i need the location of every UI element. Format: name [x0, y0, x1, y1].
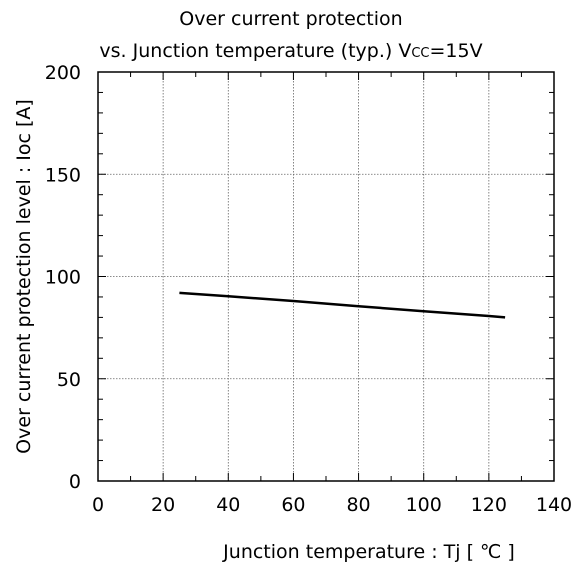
x-tick-label: 40 [216, 494, 240, 516]
x-tick-label: 0 [92, 494, 104, 516]
y-tick-label: 100 [45, 267, 81, 289]
x-tick-label: 140 [536, 494, 572, 516]
x-tick-label: 20 [151, 494, 175, 516]
chart-title: Over current protection [179, 8, 403, 30]
y-axis-label: Over current protection level : Ioc [A] [13, 99, 35, 454]
x-tick-label: 120 [471, 494, 507, 516]
chart-subtitle: vs. Junction temperature (typ.) VCC=15V [99, 40, 483, 62]
x-tick-label: 100 [406, 494, 442, 516]
minor-ticks [97, 71, 555, 482]
y-tick-label: 50 [57, 369, 81, 391]
y-tick-label: 0 [69, 471, 81, 493]
x-tick-label: 80 [346, 494, 370, 516]
grid-lines [98, 72, 554, 481]
series-line [179, 291, 506, 319]
x-tick-labels: 0 20 40 60 80 100 120 140 [92, 494, 572, 516]
y-tick-labels: 0 50 100 150 200 [45, 62, 81, 493]
y-tick-label: 200 [45, 62, 81, 84]
y-tick-label: 150 [45, 164, 81, 186]
x-axis-label: Junction temperature : Tj [ ℃ ] [222, 541, 515, 563]
x-tick-label: 60 [281, 494, 305, 516]
